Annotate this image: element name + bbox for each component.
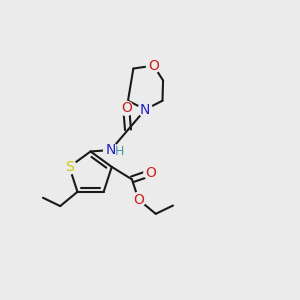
Circle shape (138, 102, 152, 117)
Text: H: H (114, 145, 124, 158)
Text: O: O (146, 166, 156, 180)
Circle shape (103, 143, 118, 157)
Circle shape (146, 58, 161, 73)
Circle shape (114, 146, 124, 156)
Text: O: O (148, 58, 159, 73)
Circle shape (62, 160, 76, 174)
Text: N: N (106, 143, 116, 157)
Text: O: O (121, 101, 132, 116)
Text: O: O (133, 193, 144, 207)
Text: S: S (65, 160, 74, 174)
Circle shape (131, 193, 146, 207)
Circle shape (144, 166, 158, 180)
Text: N: N (140, 103, 150, 117)
Circle shape (119, 101, 134, 116)
